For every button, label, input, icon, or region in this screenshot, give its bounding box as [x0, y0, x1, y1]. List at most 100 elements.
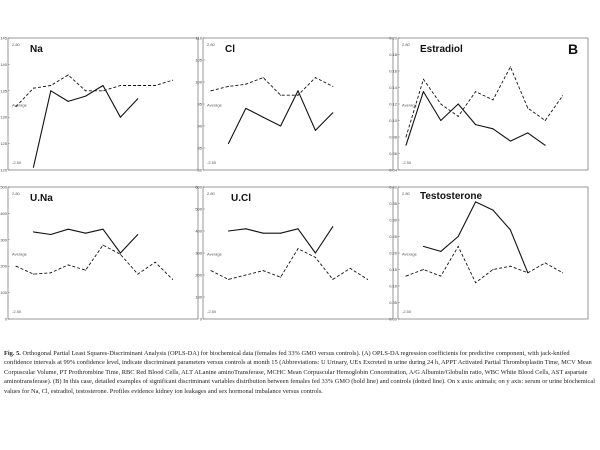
- data-point-solid: [50, 90, 52, 92]
- data-point-solid: [297, 228, 299, 230]
- reference-label: -2.50: [402, 160, 412, 165]
- reference-label: 2.80: [12, 191, 21, 196]
- data-point-solid: [50, 234, 52, 236]
- y-tick-label: 0.12: [389, 102, 398, 107]
- series-line-solid: [423, 201, 529, 274]
- data-point-dashed: [527, 272, 529, 274]
- data-point-dashed: [280, 94, 282, 96]
- data-point-solid: [332, 112, 334, 114]
- series-line-dashed: [210, 77, 334, 96]
- y-tick-label: 300: [195, 251, 202, 256]
- y-tick-label: 0.18: [389, 52, 398, 57]
- panel-estradiol: 0.20 0.18 0.16 0.14 0.12 0.10 0.08 0.06 0.04 2.80…: [389, 36, 589, 173]
- y-tick-label: 300: [0, 237, 7, 242]
- data-point-solid: [227, 230, 229, 232]
- data-point-solid: [457, 103, 459, 105]
- data-point-dashed: [405, 275, 407, 277]
- data-point-solid: [245, 228, 247, 230]
- y-tick-label: 105: [195, 58, 202, 63]
- caption-text: Orthogonal Partial Least Squares-Discrim…: [4, 350, 595, 395]
- y-tick-label: 0.20: [389, 36, 398, 41]
- data-point-dashed: [405, 136, 407, 138]
- figure-letter-b: B: [568, 41, 578, 57]
- data-point-solid: [492, 209, 494, 211]
- reference-label: Average: [207, 103, 223, 108]
- data-point-dashed: [15, 265, 17, 267]
- data-point-solid: [475, 124, 477, 126]
- data-point-solid: [102, 228, 104, 230]
- data-point-solid: [509, 140, 511, 142]
- panel-frame: [202, 37, 394, 171]
- data-point-dashed: [367, 278, 369, 280]
- panel-title-u-cl: U.Cl: [231, 193, 251, 204]
- data-point-solid: [119, 252, 121, 254]
- y-tick-label: 0: [200, 317, 203, 322]
- data-point-solid: [457, 236, 459, 237]
- y-tick-label: 0.15: [389, 267, 398, 272]
- series-line-solid: [405, 91, 546, 146]
- reference-label: -2.50: [12, 309, 22, 314]
- data-point-dashed: [349, 267, 351, 269]
- data-point-dashed: [422, 78, 424, 80]
- data-point-dashed: [32, 273, 34, 275]
- data-point-solid: [85, 232, 87, 234]
- reference-label: 2.80: [12, 42, 21, 47]
- data-point-dashed: [262, 77, 264, 79]
- series-line-solid: [228, 226, 334, 254]
- panel-title-na: Na: [30, 44, 43, 55]
- panel-frame: [7, 186, 199, 320]
- data-point-dashed: [492, 269, 494, 270]
- panel-title-u-na: U.Na: [30, 193, 53, 204]
- panel-u-na: 500 400 300 200 100 0 2.80 Average -2.50 U.Na: [0, 185, 199, 322]
- data-point-dashed: [210, 270, 212, 272]
- data-point-dashed: [562, 272, 564, 274]
- y-tick-label: 125: [0, 141, 7, 146]
- series-line-dashed: [405, 66, 563, 138]
- data-point-dashed: [544, 120, 546, 121]
- data-point-solid: [67, 100, 69, 102]
- data-point-dashed: [422, 269, 424, 270]
- data-point-dashed: [492, 99, 494, 101]
- data-point-dashed: [297, 248, 299, 250]
- y-tick-label: 130: [0, 115, 7, 120]
- data-point-dashed: [332, 85, 334, 87]
- y-tick-label: 200: [0, 264, 7, 269]
- y-tick-label: 500: [0, 185, 7, 190]
- series-line-dashed: [15, 74, 173, 107]
- reference-label: 2.80: [207, 191, 216, 196]
- data-point-dashed: [119, 85, 121, 87]
- data-point-solid: [509, 229, 511, 231]
- y-tick-label: 0.04: [389, 168, 398, 173]
- series-line-dashed: [210, 248, 368, 280]
- y-tick-label: 0.10: [389, 284, 398, 289]
- data-point-dashed: [85, 90, 87, 92]
- data-point-dashed: [102, 244, 104, 246]
- data-point-dashed: [440, 103, 442, 105]
- data-point-dashed: [50, 272, 52, 274]
- y-tick-label: 500: [195, 207, 202, 212]
- data-point-solid: [227, 143, 229, 145]
- data-point-solid: [440, 120, 442, 121]
- data-point-dashed: [509, 66, 511, 68]
- panel-frame: [397, 37, 589, 171]
- data-point-dashed: [50, 85, 52, 87]
- y-tick-label: 200: [195, 273, 202, 278]
- reference-label: Average: [402, 103, 418, 108]
- data-point-solid: [332, 226, 334, 228]
- reference-label: Average: [12, 252, 28, 257]
- data-point-solid: [314, 129, 316, 131]
- data-point-solid: [280, 125, 282, 127]
- y-tick-label: 0.16: [389, 69, 398, 74]
- y-tick-label: 145: [0, 36, 7, 41]
- reference-label: 2.80: [207, 42, 216, 47]
- data-point-solid: [475, 201, 477, 203]
- data-point-solid: [32, 231, 34, 233]
- data-point-dashed: [509, 265, 511, 267]
- data-point-solid: [102, 85, 104, 87]
- data-point-dashed: [262, 270, 264, 272]
- y-tick-label: 0.05: [389, 300, 398, 305]
- y-tick-label: 0.10: [389, 118, 398, 123]
- panel-u-cl: 600 500 400 300 200 100 0 2.80 Average -2.50 U.Cl: [195, 185, 394, 322]
- data-point-dashed: [440, 275, 442, 277]
